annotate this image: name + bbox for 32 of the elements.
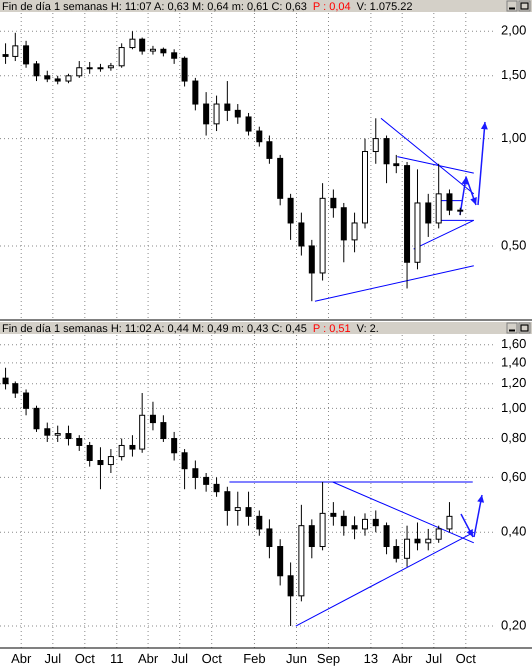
x-tick-label: Abr: [11, 651, 32, 666]
x-tick-label: Jun: [286, 651, 307, 666]
x-tick-label: Oct: [74, 651, 96, 666]
x-tick-label: Jul: [171, 651, 188, 666]
x-tick-label: Sep: [316, 651, 340, 666]
y-tick-label: 1,00: [501, 400, 526, 415]
chart-title: Fin de día 1 semanas H: 11:02 A: 0,44 M: 0,49 m: 0,43 C: 0,45: [2, 323, 307, 335]
x-tick-label: Jul: [426, 651, 442, 666]
text: V: 1.075.22: [356, 1, 412, 13]
y-tick-label: 0,60: [501, 468, 526, 484]
x-tick-label: Oct: [202, 651, 222, 666]
x-tick-label: Feb: [243, 651, 266, 666]
chart-subtitle: P : 0,51: [312, 323, 351, 335]
chart-title: Fin de día 1 semanas H: 11:07 A: 0,63 M: 0,64 m: 0,61 C: 0,63: [2, 1, 307, 13]
y-tick-label: 1,00: [501, 130, 526, 146]
y-tick-label: 0,50: [501, 237, 526, 252]
y-tick-label: 1,40: [501, 354, 526, 370]
y-tick-label: 1,50: [501, 67, 526, 82]
x-tick-label: Abr: [392, 651, 413, 666]
x-tick-label: Abr: [138, 651, 159, 666]
x-tick-label: Oct: [456, 651, 476, 666]
y-tick-label: 0,80: [501, 430, 526, 445]
y-tick-label: 1,20: [501, 375, 526, 390]
annotation: V: 2.: [356, 323, 379, 335]
y-tick-label: 2,00: [501, 22, 526, 38]
x-tick-label: 11: [110, 651, 124, 666]
y-tick-label: 1,60: [501, 336, 526, 352]
x-tick-label: Jul: [44, 651, 62, 666]
y-tick-label: 0,20: [501, 617, 526, 632]
y-tick-label: 0,40: [501, 524, 526, 539]
x-tick-label: 13: [364, 651, 378, 666]
chart-subtitle: P : 0,04: [312, 1, 351, 13]
